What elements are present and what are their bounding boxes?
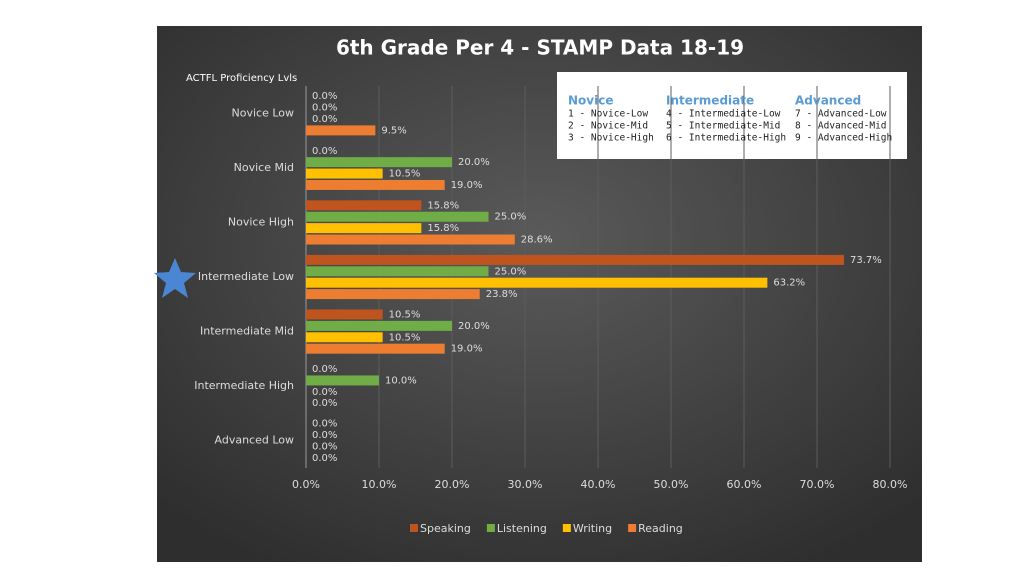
bar [306, 289, 480, 300]
x-tick-label: 40.0% [581, 478, 616, 491]
data-label: 10.5% [389, 309, 421, 320]
data-label: 20.0% [458, 321, 490, 332]
x-tick-label: 70.0% [800, 478, 835, 491]
level-key-box [557, 72, 907, 159]
data-label: 63.2% [773, 278, 805, 289]
key-heading: Novice [568, 94, 613, 108]
bar [306, 309, 383, 320]
bar [306, 223, 422, 234]
legend-label: Reading [638, 522, 683, 535]
key-item: 5 - Intermediate-Mid [666, 121, 780, 132]
chart-title: 6th Grade Per 4 - STAMP Data 18-19 [336, 36, 744, 60]
data-label: 10.5% [389, 169, 421, 180]
axis-label: ACTFL Proficiency Lvls [186, 73, 297, 84]
y-tick-label: Intermediate Mid [200, 325, 294, 338]
y-tick-label: Intermediate Low [198, 270, 294, 283]
x-tick-label: 50.0% [654, 478, 689, 491]
bar [306, 320, 452, 331]
data-label: 23.8% [486, 289, 518, 300]
bar [306, 125, 376, 136]
key-item: 1 - Novice-Low [568, 109, 648, 120]
legend-swatch [486, 524, 495, 532]
bar [306, 234, 515, 245]
y-tick-label: Novice Mid [234, 161, 294, 174]
x-tick-label: 30.0% [508, 478, 543, 491]
legend-label: Writing [573, 522, 612, 535]
legend-label: Speaking [420, 522, 471, 535]
y-tick-label: Advanced Low [215, 434, 295, 447]
bar [306, 254, 845, 265]
data-label: 0.0% [312, 419, 337, 430]
data-label: 15.8% [427, 223, 459, 234]
bar [306, 266, 489, 277]
legend-swatch [562, 524, 571, 532]
data-label: 20.0% [458, 157, 490, 168]
data-label: 0.0% [312, 430, 337, 441]
data-label: 0.0% [312, 453, 337, 464]
bar [306, 200, 422, 211]
bar [306, 343, 445, 354]
legend-label: Listening [497, 522, 547, 535]
data-label: 25.0% [495, 212, 527, 223]
x-tick-label: 80.0% [873, 478, 908, 491]
data-label: 0.0% [312, 398, 337, 409]
data-label: 9.5% [381, 125, 406, 136]
key-item: 6 - Intermediate-High [666, 133, 786, 144]
star-icon [154, 258, 196, 298]
key-item: 7 - Advanced-Low [795, 109, 887, 120]
key-item: 4 - Intermediate-Low [666, 109, 781, 120]
key-heading: Intermediate [666, 94, 754, 108]
x-tick-label: 20.0% [435, 478, 470, 491]
data-label: 0.0% [312, 387, 337, 398]
data-label: 28.6% [521, 235, 553, 246]
bar [306, 211, 489, 222]
data-label: 19.0% [451, 180, 483, 191]
data-label: 19.0% [451, 344, 483, 355]
key-item: 8 - Advanced-Mid [795, 121, 887, 132]
y-tick-label: Novice Low [232, 106, 295, 119]
data-label: 0.0% [312, 146, 337, 157]
data-label: 0.0% [312, 91, 337, 102]
data-label: 0.0% [312, 103, 337, 114]
data-label: 0.0% [312, 364, 337, 375]
key-heading: Advanced [795, 94, 861, 108]
bar [306, 277, 768, 288]
data-label: 10.0% [385, 375, 417, 386]
key-item: 3 - Novice-High [568, 133, 654, 144]
bar [306, 179, 445, 190]
key-item: 2 - Novice-Mid [568, 121, 648, 132]
data-label: 10.5% [389, 332, 421, 343]
data-label: 25.0% [495, 266, 527, 277]
y-tick-label: Intermediate High [194, 379, 294, 392]
legend-swatch [410, 524, 418, 532]
data-label: 73.7% [850, 255, 882, 266]
bar [306, 157, 452, 168]
bar [306, 375, 379, 386]
data-label: 0.0% [312, 114, 337, 125]
x-tick-label: 0.0% [292, 478, 320, 491]
data-label: 0.0% [312, 441, 337, 452]
x-tick-label: 60.0% [727, 478, 762, 491]
key-item: 9 - Advanced-High [795, 133, 892, 144]
data-label: 15.8% [427, 200, 459, 211]
bar [306, 168, 383, 179]
x-tick-label: 10.0% [362, 478, 397, 491]
bar [306, 332, 383, 343]
y-tick-label: Novice High [228, 215, 294, 228]
legend-swatch [628, 524, 637, 532]
